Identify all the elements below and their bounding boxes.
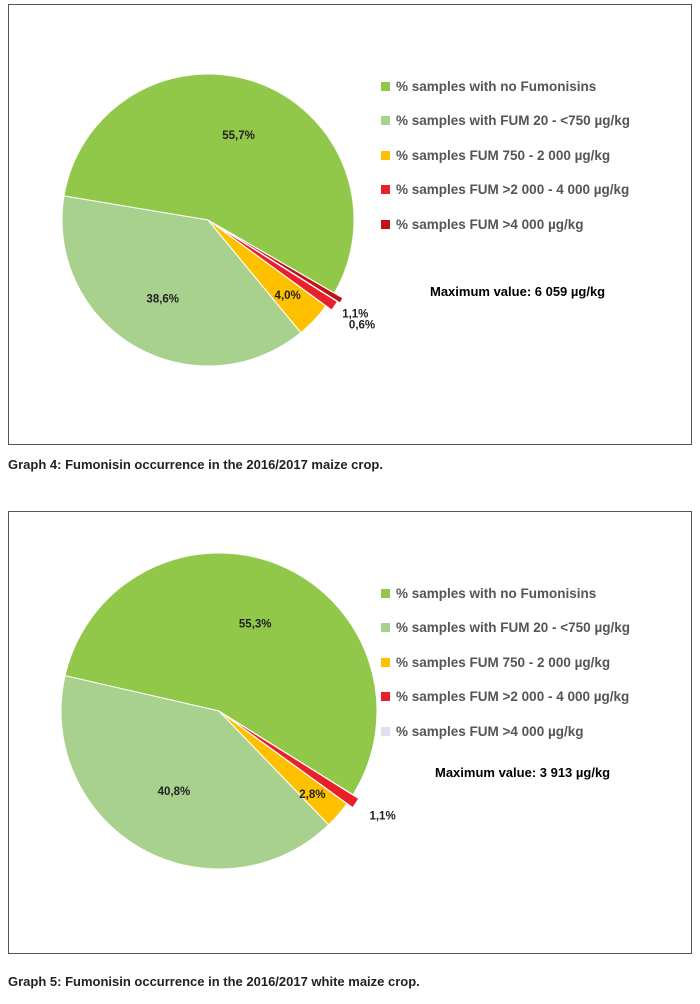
legend-label: % samples FUM >2 000 - 4 000 µg/kg <box>396 689 630 705</box>
pie-chart-graph-5: 55,3% 40,8% 2,8% 1,1% <box>60 552 396 870</box>
max-value-annotation: Maximum value: 6 059 µg/kg <box>430 284 606 299</box>
legend-item: % samples FUM 750 - 2 000 µg/kg <box>381 138 630 173</box>
slice-value-label: 40,8% <box>158 786 191 798</box>
legend-swatch <box>381 657 390 667</box>
slice-value-label: 55,3% <box>239 618 272 630</box>
pie-slice <box>64 552 378 796</box>
legend-label: % samples FUM 750 - 2 000 µg/kg <box>396 654 611 670</box>
legend-item: % samples with no Fumonisins <box>381 576 630 611</box>
legend-item: % samples FUM >2 000 - 4 000 µg/kg <box>381 173 630 208</box>
legend-swatch <box>381 185 390 195</box>
legend-label: % samples FUM >4 000 µg/kg <box>396 723 584 739</box>
chart-panel-graph-5: 55,3% 40,8% 2,8% 1,1% % samples with no Fum… <box>8 511 692 954</box>
pie-slice <box>224 714 360 809</box>
legend-graph-5: % samples with no Fumonisins % samples w… <box>381 576 630 749</box>
legend-item: % samples FUM >2 000 - 4 000 µg/kg <box>381 680 630 715</box>
pie-slice <box>63 73 355 294</box>
legend-swatch <box>381 623 390 633</box>
legend-item: % samples FUM 750 - 2 000 µg/kg <box>381 645 630 680</box>
slice-value-label: 55,7% <box>222 130 255 142</box>
legend-label: % samples with FUM 20 - <750 µg/kg <box>396 113 630 129</box>
legend-swatch <box>381 116 390 126</box>
legend-item: % samples FUM >4 000 µg/kg <box>381 714 630 749</box>
slice-value-label: 1,1% <box>369 811 395 823</box>
legend-swatch <box>381 150 390 160</box>
legend-item: % samples FUM >4 000 µg/kg <box>381 207 630 242</box>
legend-item: % samples with FUM 20 - <750 µg/kg <box>381 104 630 139</box>
legend-item: % samples with no Fumonisins <box>381 69 630 104</box>
legend-label: % samples FUM 750 - 2 000 µg/kg <box>396 147 611 163</box>
legend-label: % samples FUM >4 000 µg/kg <box>396 216 584 232</box>
legend-label: % samples with no Fumonisins <box>396 585 597 601</box>
chart-panel-graph-4: 55,7% 38,6% 4,0% 1,1% 0,6% % samples with no… <box>8 4 692 445</box>
pie-chart-graph-4: 55,7% 38,6% 4,0% 1,1%0,6% <box>61 73 375 367</box>
chart-caption: Graph 4: Fumonisin occurrence in the 201… <box>8 457 383 472</box>
legend-swatch <box>381 81 390 91</box>
chart-caption: Graph 5: Fumonisin occurrence in the 201… <box>8 974 420 989</box>
slice-value-label: 2,8% <box>299 789 325 801</box>
pie-slice <box>216 224 344 304</box>
pie-slice <box>60 675 330 870</box>
legend-graph-4: % samples with no Fumonisins % samples w… <box>381 69 630 242</box>
pie-slice <box>61 195 302 367</box>
slice-value-label: 4,0% <box>275 290 301 302</box>
slice-value-label: 38,6% <box>146 293 179 305</box>
legend-label: % samples with no Fumonisins <box>396 78 597 94</box>
slice-value-label: 0,6% <box>349 319 375 331</box>
legend-item: % samples with FUM 20 - <750 µg/kg <box>381 611 630 646</box>
slice-value-label: 1,1% <box>342 309 368 321</box>
legend-label: % samples FUM >2 000 - 4 000 µg/kg <box>396 182 630 198</box>
legend-label: % samples with FUM 20 - <750 µg/kg <box>396 620 630 636</box>
legend-swatch <box>381 588 390 598</box>
legend-swatch <box>381 219 390 229</box>
max-value-annotation: Maximum value: 3 913 µg/kg <box>435 765 611 780</box>
legend-swatch <box>381 692 390 702</box>
legend-swatch <box>381 726 390 736</box>
